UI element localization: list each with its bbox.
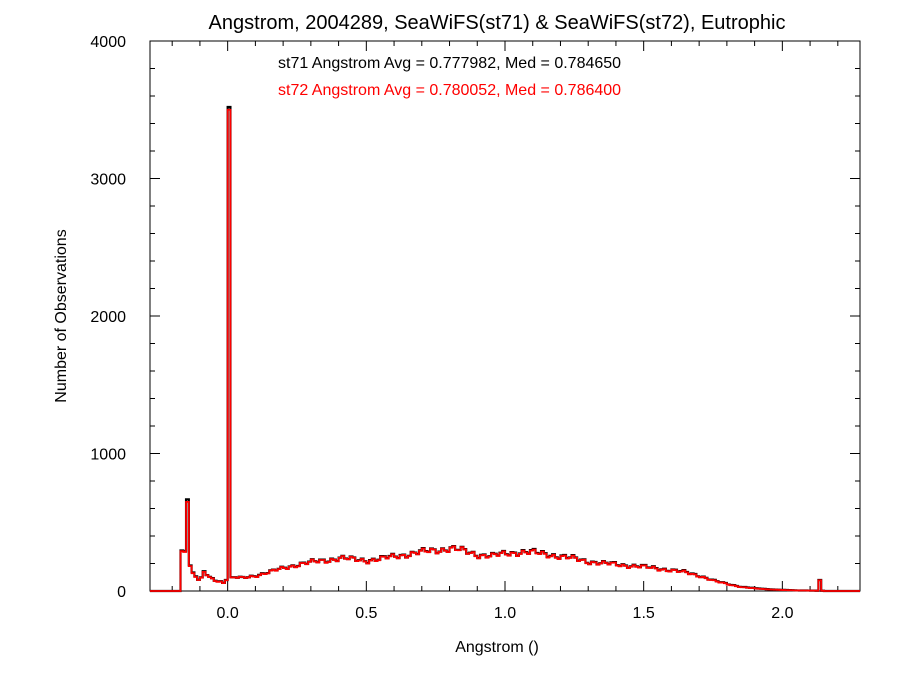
series-layer <box>150 105 860 593</box>
x-tick-label: 1.5 <box>633 605 655 622</box>
series-st72-line <box>150 108 860 592</box>
chart-title: Angstrom, 2004289, SeaWiFS(st71) & SeaWi… <box>209 12 786 34</box>
y-tick-label: 1000 <box>90 447 126 464</box>
x-tick-label: 1.0 <box>494 605 516 622</box>
y-axis-label: Number of Observations <box>53 229 70 402</box>
y-tick-label: 0 <box>117 584 126 601</box>
x-tick-label: 2.0 <box>771 605 793 622</box>
y-tick-label: 4000 <box>90 34 126 51</box>
y-tick-label: 3000 <box>90 172 126 189</box>
x-tick-label: 0.0 <box>217 605 239 622</box>
annotation-st72: st72 Angstrom Avg = 0.780052, Med = 0.78… <box>278 82 621 99</box>
axes-layer: 0 1000 2000 3000 4000 0.0 0.5 1.0 1.5 2.0 <box>90 34 860 622</box>
x-tick-label: 0.5 <box>355 605 377 622</box>
x-axis-label: Angstrom () <box>455 639 539 656</box>
series-st71-line <box>150 105 860 593</box>
plot-frame <box>149 40 861 592</box>
annotation-st71: st71 Angstrom Avg = 0.777982, Med = 0.78… <box>278 55 621 72</box>
y-tick-label: 2000 <box>90 309 126 326</box>
